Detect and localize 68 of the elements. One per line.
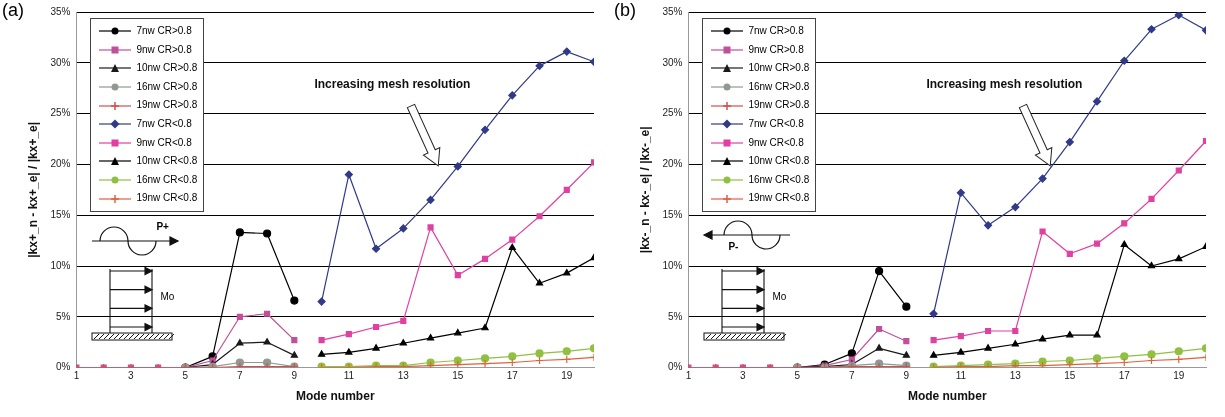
legend-label: 7nw CR>0.8 bbox=[748, 24, 804, 38]
y-tick-label: 30% bbox=[662, 56, 683, 68]
y-tick-label: 0% bbox=[55, 361, 71, 373]
legend-label: 16nw CR<0.8 bbox=[136, 172, 198, 187]
y-tick-label: 25% bbox=[50, 107, 71, 119]
legend-label: 19nw CR>0.8 bbox=[748, 98, 810, 113]
legend-label: 9nw CR>0.8 bbox=[136, 42, 192, 57]
chart-title: (b) bbox=[614, 0, 636, 21]
legend-label: 19nw CR>0.8 bbox=[136, 98, 198, 113]
legend-label: 16nw CR>0.8 bbox=[748, 79, 810, 94]
annotation: Mo bbox=[160, 291, 175, 303]
x-tick-label: 17 bbox=[506, 370, 519, 382]
legend-label: 16nw CR<0.8 bbox=[748, 172, 810, 187]
y-tick-label: 10% bbox=[662, 259, 683, 271]
y-axis-title: |kx-_n - kx-_e| / |kx-_e| bbox=[637, 126, 652, 254]
x-tick-label: 13 bbox=[1009, 370, 1022, 382]
y-tick-label: 35% bbox=[50, 5, 71, 17]
y-axis-title: |kx+_n - kx+_e| / |kx+_e| bbox=[25, 121, 40, 258]
x-tick-label: 3 bbox=[740, 370, 747, 382]
chart-title: (a) bbox=[2, 0, 24, 21]
legend-label: 19nw CR<0.8 bbox=[748, 191, 810, 206]
legend-label: 10nw CR>0.8 bbox=[748, 61, 810, 76]
x-tick-label: 1 bbox=[685, 370, 692, 382]
legend-label: 16nw CR>0.8 bbox=[136, 79, 198, 94]
annotation: Mo bbox=[772, 291, 787, 303]
y-tick-label: 10% bbox=[50, 259, 71, 271]
x-tick-label: 5 bbox=[794, 370, 801, 382]
x-tick-label: 9 bbox=[291, 370, 298, 382]
y-tick-label: 35% bbox=[662, 5, 683, 17]
x-tick-label: 11 bbox=[955, 370, 967, 382]
y-tick-label: 15% bbox=[50, 208, 71, 220]
x-tick-label: 7 bbox=[237, 370, 244, 382]
x-tick-label: 5 bbox=[182, 370, 189, 382]
x-tick-label: 1 bbox=[73, 370, 80, 382]
x-tick-label: 15 bbox=[1064, 370, 1076, 382]
x-tick-label: 7 bbox=[849, 370, 856, 382]
x-tick-label: 15 bbox=[452, 370, 464, 382]
annotation: Increasing mesh resolution bbox=[926, 77, 1083, 92]
legend-label: 7nw CR>0.8 bbox=[136, 24, 192, 38]
y-tick-label: 15% bbox=[662, 208, 683, 220]
y-tick-label: 30% bbox=[50, 56, 71, 68]
y-tick-label: 5% bbox=[55, 310, 71, 322]
x-tick-label: 3 bbox=[128, 370, 135, 382]
x-tick-label: 9 bbox=[903, 370, 910, 382]
y-tick-label: 20% bbox=[662, 158, 683, 170]
x-tick-label: 17 bbox=[1118, 370, 1131, 382]
annotation: P+ bbox=[156, 221, 169, 233]
x-axis-title: Mode number bbox=[907, 389, 987, 404]
legend-label: 10nw CR>0.8 bbox=[136, 61, 198, 76]
legend-label: 7nw CR<0.8 bbox=[748, 116, 804, 131]
x-tick-label: 11 bbox=[343, 370, 355, 382]
x-tick-label: 13 bbox=[397, 370, 410, 382]
legend-label: 9nw CR<0.8 bbox=[748, 135, 804, 150]
legend-label: 9nw CR>0.8 bbox=[748, 42, 804, 57]
y-tick-label: 5% bbox=[667, 310, 683, 322]
x-tick-label: 19 bbox=[1173, 370, 1185, 382]
y-tick-label: 0% bbox=[667, 361, 683, 373]
legend-label: 9nw CR<0.8 bbox=[136, 135, 192, 150]
x-axis-title: Mode number bbox=[295, 389, 375, 404]
legend-label: 19nw CR<0.8 bbox=[136, 191, 198, 206]
legend-label: 10nw CR<0.8 bbox=[136, 154, 198, 169]
y-tick-label: 20% bbox=[50, 158, 71, 170]
x-tick-label: 19 bbox=[561, 370, 573, 382]
annotation: P- bbox=[728, 241, 739, 253]
legend-label: 7nw CR<0.8 bbox=[136, 116, 192, 131]
y-tick-label: 25% bbox=[662, 107, 683, 119]
annotation: Increasing mesh resolution bbox=[314, 77, 471, 92]
legend-label: 10nw CR<0.8 bbox=[748, 154, 810, 169]
